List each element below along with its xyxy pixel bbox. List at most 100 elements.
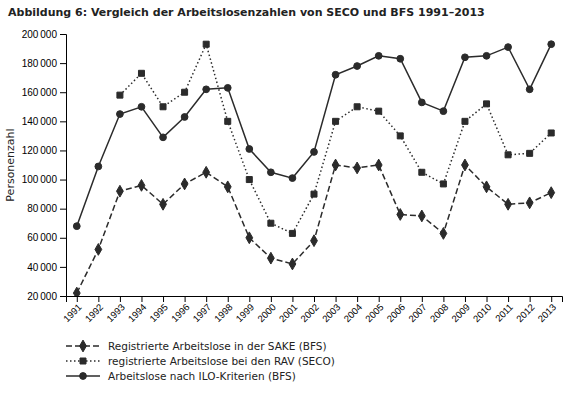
point-marker <box>332 71 339 78</box>
point-marker <box>483 181 490 193</box>
point-marker <box>484 101 490 107</box>
legend-item: Registrierte Arbeitslose in der SAKE (BF… <box>66 340 327 352</box>
point-marker <box>462 54 469 61</box>
x-tick: 2002 <box>298 296 321 324</box>
x-tick: 1994 <box>126 296 149 324</box>
y-tick: 60 000 <box>27 232 66 243</box>
y-tick-mark <box>60 92 66 93</box>
title: Abbildung 6: Vergleich der Arbeitslosenz… <box>8 6 485 19</box>
series-markers <box>117 41 554 236</box>
y-tick-mark <box>60 34 66 35</box>
legend-label: Registrierte Arbeitslose in der SAKE (BF… <box>108 340 327 352</box>
x-tick-label: 1991 <box>61 301 84 324</box>
x-tick-label: 2007 <box>406 301 429 324</box>
legend-label: Arbeitslose nach ILO-Kriterien (BFS) <box>108 370 296 382</box>
point-marker <box>418 210 425 222</box>
y-tick: 180 000 <box>22 58 66 69</box>
y-tick: 200 000 <box>22 29 66 40</box>
x-tick-label: 2010 <box>471 301 494 324</box>
x-tick-mark <box>77 296 78 302</box>
y-tick: 40 000 <box>27 262 66 273</box>
series-markers <box>73 41 554 230</box>
x-tick: 2010 <box>471 296 494 324</box>
x-tick-label: 1993 <box>104 301 127 324</box>
point-marker <box>397 209 404 221</box>
point-marker <box>138 70 144 76</box>
point-marker <box>332 159 339 171</box>
point-marker <box>440 108 447 115</box>
point-marker <box>440 228 447 240</box>
point-marker <box>526 197 533 209</box>
x-tick: 1991 <box>61 296 84 324</box>
point-marker <box>224 84 231 91</box>
y-tick-mark <box>60 121 66 122</box>
y-tick-mark <box>60 63 66 64</box>
x-tick-label: 2011 <box>493 301 515 323</box>
point-marker <box>462 118 468 124</box>
series-markers <box>73 159 554 296</box>
plot: 20 00040 00060 00080 000100 000120 00014… <box>22 29 563 324</box>
y-tick-label: 140 000 <box>22 116 58 127</box>
point-marker <box>73 223 80 230</box>
y-tick-mark <box>60 238 66 239</box>
x-tick-label: 1997 <box>190 301 213 324</box>
x-tick-mark <box>271 296 272 302</box>
point-marker <box>95 163 102 170</box>
point-marker <box>267 169 274 176</box>
x-tick: 2009 <box>449 296 472 324</box>
point-marker <box>354 162 361 174</box>
point-marker <box>117 185 124 197</box>
x-tick: 2003 <box>320 296 343 324</box>
y-axis-title: Personenzahl <box>4 128 17 201</box>
point-marker <box>160 198 167 210</box>
x-tick: 1998 <box>212 296 235 324</box>
y-tick: 120 000 <box>22 145 66 156</box>
x-tick: 2006 <box>384 296 407 324</box>
point-marker <box>203 41 209 47</box>
point-marker <box>526 86 533 93</box>
legend-marker <box>80 358 86 364</box>
x-tick-label: 2003 <box>320 301 343 324</box>
x-tick-mark <box>249 296 250 302</box>
x-tick-label: 1994 <box>126 301 149 324</box>
x-tick: 2005 <box>363 296 386 324</box>
x-tick: 2001 <box>277 296 300 324</box>
y-tick: 140 000 <box>22 116 66 127</box>
point-marker <box>117 92 123 98</box>
x-tick: 2013 <box>535 296 558 324</box>
legend-marker <box>80 373 87 380</box>
y-tick-label: 180 000 <box>22 58 58 69</box>
x-tick: 1997 <box>190 296 213 324</box>
point-marker <box>289 258 296 270</box>
x-tick: 2000 <box>255 296 278 324</box>
x-tick: 2011 <box>493 296 515 324</box>
series-line <box>77 44 551 226</box>
point-marker <box>138 179 145 191</box>
point-marker <box>268 220 274 226</box>
point-marker <box>311 149 318 156</box>
x-tick-mark <box>400 296 401 302</box>
x-tick-label: 1995 <box>147 301 170 324</box>
x-tick-label: 2008 <box>428 301 451 324</box>
x-tick-mark <box>206 296 207 302</box>
point-marker <box>182 89 188 95</box>
x-tick: 1992 <box>83 296 106 324</box>
legend: Registrierte Arbeitslose in der SAKE (BF… <box>66 340 335 382</box>
x-tick-label: 1996 <box>169 301 192 324</box>
x-tick: 1995 <box>147 296 170 324</box>
point-marker <box>289 175 296 182</box>
x-tick-label: 1999 <box>234 301 257 324</box>
x-tick-mark <box>465 296 466 302</box>
x-tick-mark <box>98 296 99 302</box>
point-marker <box>354 63 361 70</box>
x-tick-mark <box>120 296 121 302</box>
point-marker <box>160 104 166 110</box>
y-tick: 80 000 <box>27 203 66 214</box>
x-tick-label: 2004 <box>341 301 364 324</box>
y-tick-mark <box>60 267 66 268</box>
x-tick-mark <box>487 296 488 302</box>
y-tick-mark <box>60 209 66 210</box>
point-marker <box>311 235 318 247</box>
point-marker <box>267 252 274 264</box>
point-marker <box>483 52 490 59</box>
